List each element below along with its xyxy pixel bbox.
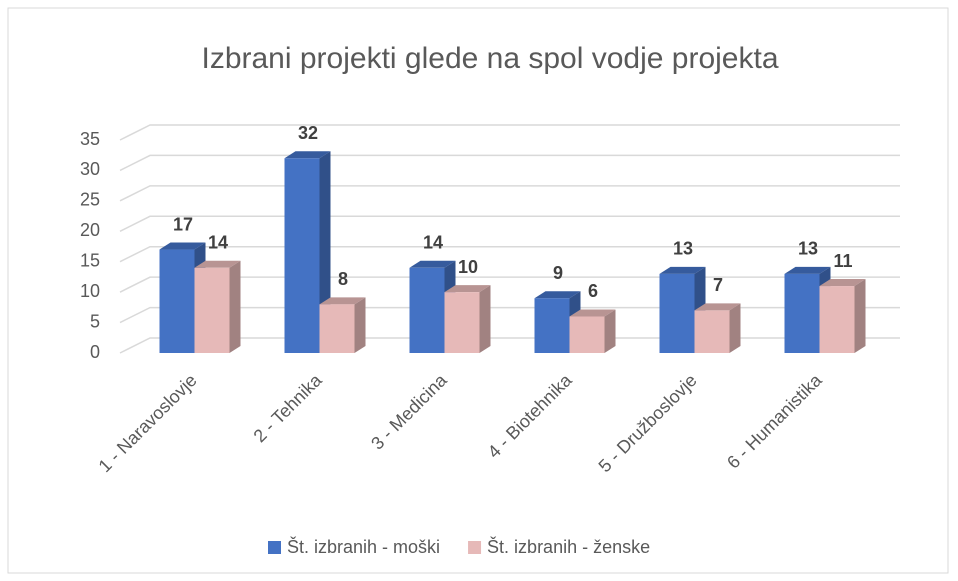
data-label: 9 <box>553 263 563 283</box>
bar <box>409 267 445 353</box>
grid-line <box>119 306 900 324</box>
y-tick-label: 15 <box>80 250 100 270</box>
grid-line <box>119 337 900 354</box>
bar-side <box>604 309 616 353</box>
bar-top <box>694 303 741 311</box>
bar-top <box>784 266 831 274</box>
legend-label: Št. izbranih - moški <box>287 536 440 557</box>
data-label: 32 <box>298 123 318 143</box>
bar-top <box>284 151 331 159</box>
grid-line <box>119 154 900 172</box>
y-tick-label: 25 <box>80 190 100 210</box>
bar <box>659 273 695 353</box>
grid-line <box>119 276 900 293</box>
bar <box>569 316 605 353</box>
grid-line <box>119 124 900 141</box>
data-label: 11 <box>833 251 852 271</box>
bar-side <box>479 285 491 353</box>
bar <box>194 267 230 353</box>
bar-top <box>444 285 491 293</box>
bar-top <box>534 291 581 299</box>
legend-swatch <box>268 541 281 554</box>
bar <box>284 158 320 353</box>
y-tick-label: 0 <box>90 342 100 362</box>
bar <box>694 310 730 353</box>
data-label: 14 <box>423 233 443 253</box>
bar-side <box>354 297 366 353</box>
grid-line <box>119 215 900 232</box>
bar <box>444 292 480 353</box>
y-tick-label: 10 <box>80 281 100 301</box>
bar-top <box>194 260 241 268</box>
chart-title: Izbrani projekti glede na spol vodje pro… <box>201 42 778 75</box>
data-label: 7 <box>713 275 723 295</box>
data-label: 13 <box>798 239 818 259</box>
bar-top <box>319 297 366 305</box>
y-tick-label: 5 <box>90 311 100 331</box>
bar-side <box>854 279 866 353</box>
bar-top <box>659 266 706 274</box>
data-label: 8 <box>338 269 348 289</box>
bar <box>319 304 355 353</box>
y-tick-label: 20 <box>80 220 100 240</box>
bar <box>534 298 570 353</box>
data-label: 10 <box>458 257 478 277</box>
grid-line <box>119 185 900 202</box>
data-label: 6 <box>588 281 598 301</box>
y-tick-label: 35 <box>80 129 100 149</box>
grid-line <box>119 245 900 263</box>
data-label: 14 <box>208 233 228 253</box>
y-tick-label: 30 <box>80 159 100 179</box>
legend-swatch <box>468 541 482 554</box>
data-label: 13 <box>673 239 693 259</box>
data-label: 17 <box>173 214 193 234</box>
bar <box>159 249 195 353</box>
bar <box>784 273 820 353</box>
bar-side <box>229 260 241 353</box>
bar-top <box>819 279 866 287</box>
bar-top <box>159 242 206 250</box>
bar-side <box>729 303 741 353</box>
bar <box>819 286 855 353</box>
bar-top <box>409 260 456 268</box>
bar-top <box>569 309 616 317</box>
legend-label: Št. izbranih - ženske <box>487 536 650 557</box>
